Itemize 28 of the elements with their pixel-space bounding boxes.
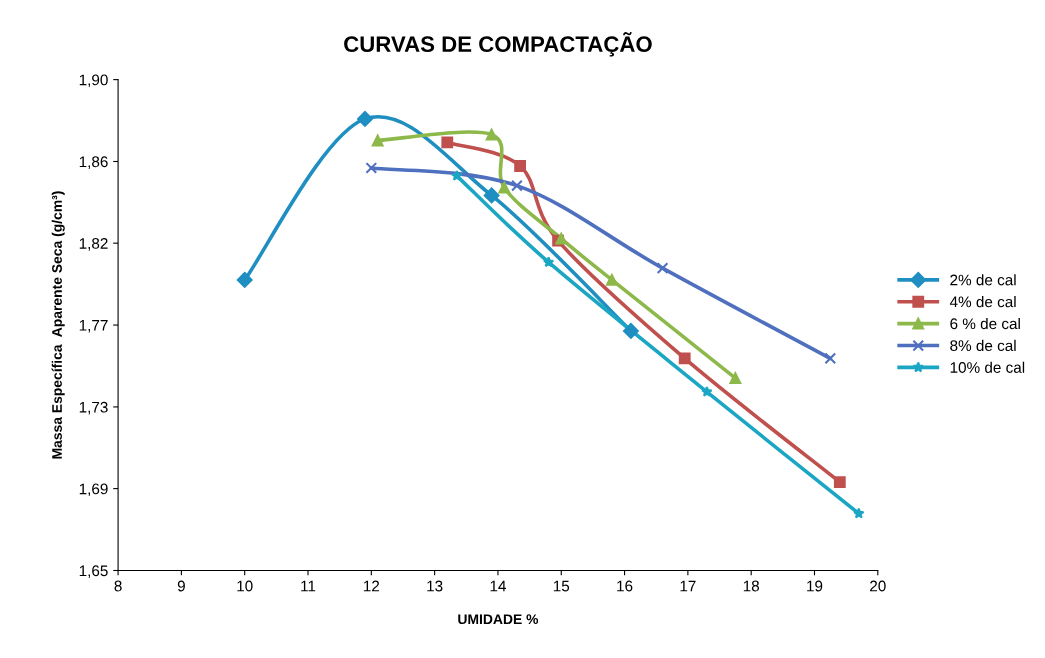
x-tick-label: 16 [617, 580, 633, 592]
x-tick-label: 13 [427, 580, 443, 592]
x-tick-label: 14 [490, 580, 506, 592]
legend-label: 6 % de cal [950, 317, 1020, 330]
y-tick-label: 1,69 [79, 483, 108, 497]
y-tick-label: 1,86 [79, 156, 108, 169]
x-tick-label: 12 [363, 580, 380, 592]
legend-label: 10% de cal [950, 361, 1025, 373]
x-tick-label: 10 [237, 580, 253, 592]
legend-label: 4% de cal [949, 296, 1016, 308]
x-tick-label: 15 [553, 580, 570, 592]
y-tick-label: 1,77 [79, 320, 108, 333]
x-tick-label: 18 [743, 580, 760, 592]
chart-title: CURVAS DE COMPACTAÇÃO [344, 32, 652, 57]
x-tick-label: 20 [870, 580, 886, 592]
x-tick-label: 19 [807, 580, 823, 592]
x-tick-label: 9 [177, 580, 185, 592]
y-tick-label: 1,82 [79, 238, 108, 251]
y-tick-label: 1,73 [79, 401, 108, 415]
x-tick-label: 8 [114, 580, 122, 592]
y-tick-label: 1,65 [79, 565, 108, 578]
legend-label: 8% de cal [950, 339, 1016, 352]
x-tick-label: 17 [680, 580, 696, 592]
x-axis-title: UMIDADE % [458, 614, 539, 625]
y-axis-title: Massa Específica Aparente Seca (g/cm³) [51, 191, 65, 459]
x-tick-label: 11 [301, 580, 316, 592]
legend-label: 2% de cal [950, 274, 1016, 286]
y-tick-label: 1,90 [79, 74, 108, 88]
